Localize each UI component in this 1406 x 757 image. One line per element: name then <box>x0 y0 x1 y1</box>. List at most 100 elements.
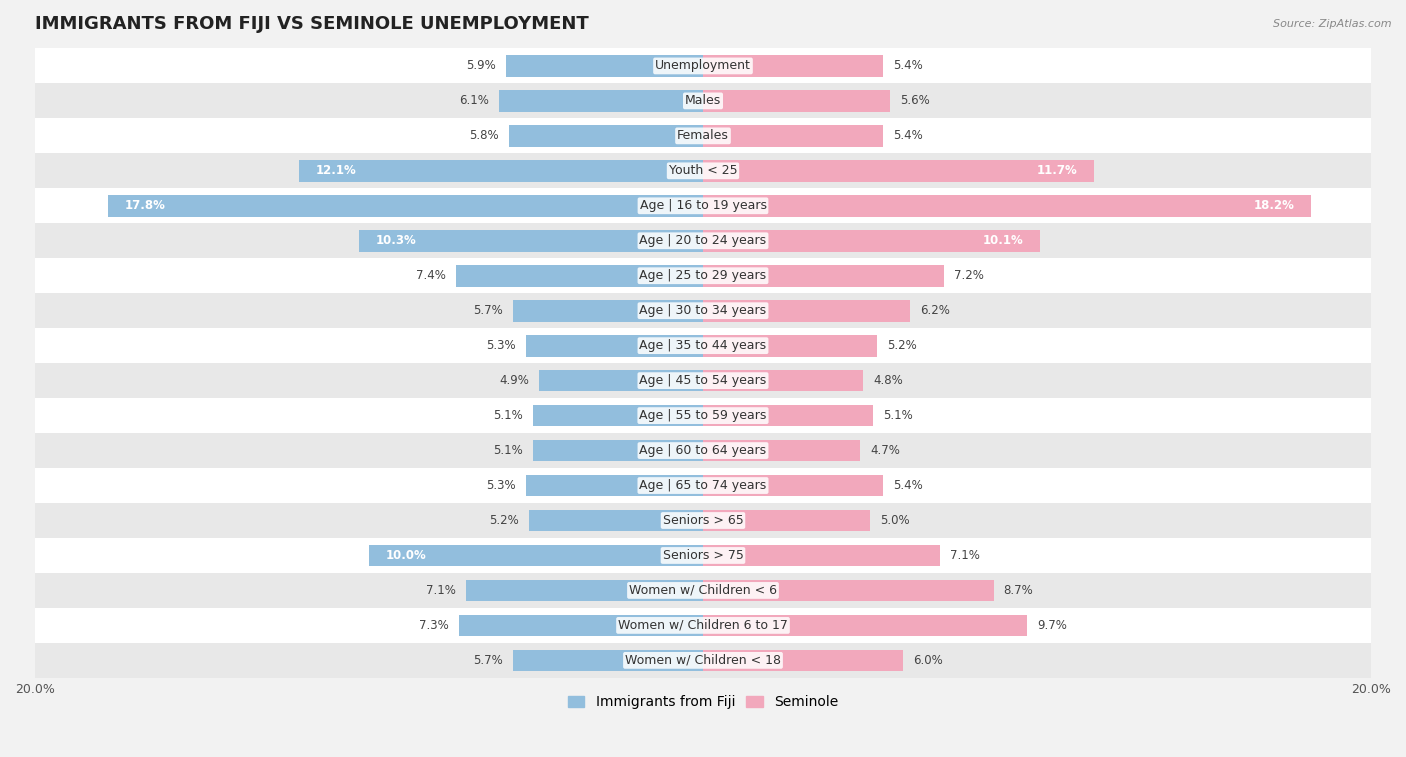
Text: 6.0%: 6.0% <box>914 654 943 667</box>
Bar <box>35 329 1371 363</box>
Bar <box>35 398 1371 433</box>
Text: Seniors > 65: Seniors > 65 <box>662 514 744 527</box>
Text: Age | 16 to 19 years: Age | 16 to 19 years <box>640 199 766 212</box>
Text: Youth < 25: Youth < 25 <box>669 164 737 177</box>
Text: 7.2%: 7.2% <box>953 269 983 282</box>
Text: Women w/ Children 6 to 17: Women w/ Children 6 to 17 <box>619 619 787 632</box>
Text: 8.7%: 8.7% <box>1004 584 1033 597</box>
Bar <box>456 265 703 287</box>
Bar <box>533 405 703 426</box>
Bar <box>509 125 703 147</box>
Bar <box>513 650 703 671</box>
Text: Age | 45 to 54 years: Age | 45 to 54 years <box>640 374 766 387</box>
Bar <box>35 643 1371 678</box>
Bar <box>526 475 703 497</box>
Text: Age | 20 to 24 years: Age | 20 to 24 years <box>640 234 766 248</box>
Text: 4.8%: 4.8% <box>873 374 903 387</box>
Text: Women w/ Children < 6: Women w/ Children < 6 <box>628 584 778 597</box>
Text: 10.0%: 10.0% <box>385 549 426 562</box>
Bar <box>35 223 1371 258</box>
Bar <box>35 538 1371 573</box>
Bar <box>35 258 1371 293</box>
Text: 4.9%: 4.9% <box>499 374 529 387</box>
Bar <box>703 440 860 462</box>
Bar <box>533 440 703 462</box>
Bar <box>540 370 703 391</box>
Text: 5.7%: 5.7% <box>472 304 502 317</box>
Bar <box>703 90 890 112</box>
Text: 5.4%: 5.4% <box>893 479 924 492</box>
Text: 7.4%: 7.4% <box>416 269 446 282</box>
Bar <box>703 195 1310 217</box>
Text: 11.7%: 11.7% <box>1036 164 1077 177</box>
Text: 5.8%: 5.8% <box>470 129 499 142</box>
Bar <box>703 650 904 671</box>
Bar <box>499 90 703 112</box>
Text: 17.8%: 17.8% <box>125 199 166 212</box>
Text: 6.1%: 6.1% <box>460 95 489 107</box>
Text: Source: ZipAtlas.com: Source: ZipAtlas.com <box>1274 19 1392 29</box>
Text: Age | 60 to 64 years: Age | 60 to 64 years <box>640 444 766 457</box>
Bar <box>359 230 703 251</box>
Bar <box>703 580 994 601</box>
Bar <box>703 265 943 287</box>
Text: 5.0%: 5.0% <box>880 514 910 527</box>
Text: 5.9%: 5.9% <box>467 60 496 73</box>
Text: 6.2%: 6.2% <box>920 304 950 317</box>
Text: 5.4%: 5.4% <box>893 129 924 142</box>
Bar <box>460 615 703 636</box>
Bar <box>506 55 703 76</box>
Bar <box>703 475 883 497</box>
Text: 5.1%: 5.1% <box>883 409 912 422</box>
Text: Age | 55 to 59 years: Age | 55 to 59 years <box>640 409 766 422</box>
Text: 5.3%: 5.3% <box>486 479 516 492</box>
Text: Unemployment: Unemployment <box>655 60 751 73</box>
Text: 5.2%: 5.2% <box>489 514 519 527</box>
Text: 5.1%: 5.1% <box>494 444 523 457</box>
Bar <box>35 188 1371 223</box>
Bar <box>703 544 941 566</box>
Text: 7.1%: 7.1% <box>426 584 456 597</box>
Text: 5.3%: 5.3% <box>486 339 516 352</box>
Text: Age | 25 to 29 years: Age | 25 to 29 years <box>640 269 766 282</box>
Bar <box>35 83 1371 118</box>
Bar <box>513 300 703 322</box>
Bar <box>108 195 703 217</box>
Text: 9.7%: 9.7% <box>1038 619 1067 632</box>
Bar <box>703 160 1094 182</box>
Text: 5.2%: 5.2% <box>887 339 917 352</box>
Bar <box>526 335 703 357</box>
Text: 4.7%: 4.7% <box>870 444 900 457</box>
Text: 10.3%: 10.3% <box>375 234 416 248</box>
Bar <box>703 230 1040 251</box>
Bar <box>703 335 877 357</box>
Bar <box>703 509 870 531</box>
Bar <box>703 405 873 426</box>
Text: Seniors > 75: Seniors > 75 <box>662 549 744 562</box>
Text: Age | 35 to 44 years: Age | 35 to 44 years <box>640 339 766 352</box>
Text: Women w/ Children < 18: Women w/ Children < 18 <box>626 654 780 667</box>
Bar <box>703 55 883 76</box>
Text: Females: Females <box>678 129 728 142</box>
Text: 5.4%: 5.4% <box>893 60 924 73</box>
Text: Age | 65 to 74 years: Age | 65 to 74 years <box>640 479 766 492</box>
Bar <box>35 154 1371 188</box>
Text: 10.1%: 10.1% <box>983 234 1024 248</box>
Text: 12.1%: 12.1% <box>315 164 356 177</box>
Text: Age | 30 to 34 years: Age | 30 to 34 years <box>640 304 766 317</box>
Text: IMMIGRANTS FROM FIJI VS SEMINOLE UNEMPLOYMENT: IMMIGRANTS FROM FIJI VS SEMINOLE UNEMPLO… <box>35 15 589 33</box>
Bar <box>35 363 1371 398</box>
Text: 5.7%: 5.7% <box>472 654 502 667</box>
Bar <box>368 544 703 566</box>
Bar <box>703 615 1026 636</box>
Text: Males: Males <box>685 95 721 107</box>
Text: 7.1%: 7.1% <box>950 549 980 562</box>
Bar <box>35 573 1371 608</box>
Text: 18.2%: 18.2% <box>1253 199 1295 212</box>
Text: 5.1%: 5.1% <box>494 409 523 422</box>
Bar <box>703 370 863 391</box>
Bar <box>703 125 883 147</box>
Bar <box>35 433 1371 468</box>
Bar <box>529 509 703 531</box>
Bar <box>299 160 703 182</box>
